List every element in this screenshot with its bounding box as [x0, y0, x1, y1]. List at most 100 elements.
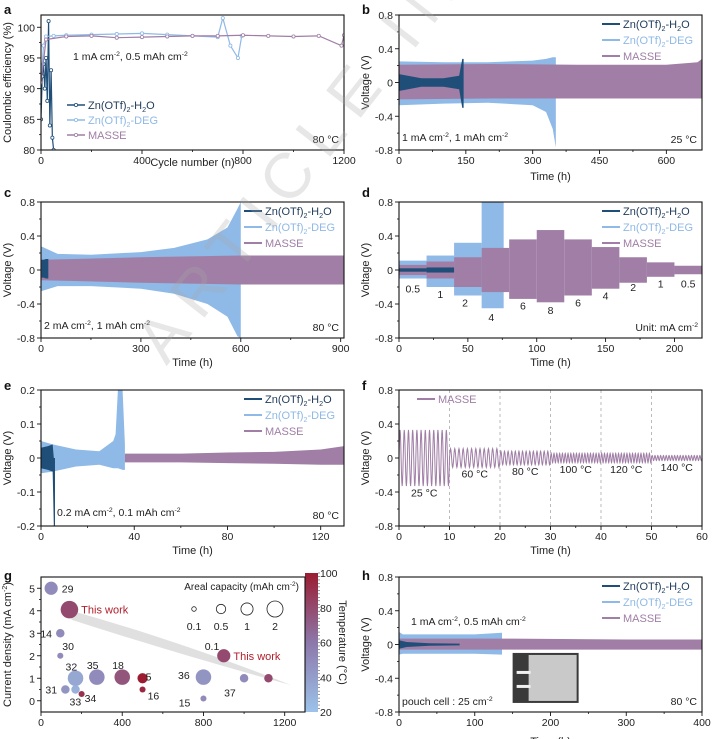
legend-label: Zn(OTf)2​-DEG	[88, 115, 158, 129]
legend-label: MASSE	[438, 394, 477, 406]
x-tick-label: 0	[38, 155, 44, 167]
size-legend-label: 1	[244, 621, 250, 633]
legend-label: MASSE	[88, 130, 127, 142]
panel-b: b 0 150 300 450 600 -0.8 -0.4 0 0.4 0.8 Time (h) Vol…	[360, 2, 703, 183]
x-tick-label: 50	[462, 343, 474, 355]
colorbar-tick-label: 100	[320, 568, 338, 580]
y-tick-label: -0.8	[375, 521, 393, 533]
y-axis-label: Voltage (V)	[360, 617, 372, 671]
y-axis-label: Voltage (V)	[2, 243, 14, 297]
data-point	[240, 33, 245, 38]
y-tick-label: -0.8	[17, 333, 35, 345]
y-tick-label: -0.4	[375, 673, 393, 685]
x-tick-label: 0	[396, 717, 402, 729]
y-axis-label: Voltage (V)	[360, 243, 372, 297]
data-point	[235, 55, 240, 60]
y-tick-label: 5	[29, 583, 35, 595]
x-axis-label: Time (h)	[172, 545, 213, 557]
current-step-label: 2	[462, 297, 468, 309]
series-band-Zn(OTf)2-H2O	[399, 640, 460, 649]
size-legend-marker	[240, 602, 254, 616]
step-block-MASSE	[536, 230, 565, 303]
data-point	[264, 674, 273, 683]
y-axis-label: Voltage (V)	[2, 431, 14, 485]
legend-label: Zn(OTf)2​-H2O	[88, 100, 155, 114]
colorbar-tick-label: 60	[320, 638, 332, 650]
legend-label: Zn(OTf)2​-DEG	[265, 410, 335, 424]
segment-wave	[399, 429, 450, 487]
y-tick-label: -0.8	[375, 333, 393, 345]
x-tick-label: 400	[113, 717, 131, 729]
step-block-MASSE	[564, 239, 592, 296]
segment-wave	[499, 449, 551, 467]
y-axis-label: Coulombic efficiency (%)	[2, 22, 14, 143]
y-tick-label: 80	[23, 145, 35, 157]
y-tick-label: 0	[387, 78, 393, 90]
plot-area	[41, 15, 344, 150]
data-point	[339, 43, 344, 48]
series-band-Zn(OTf)2-H2O	[399, 58, 464, 108]
plot-area	[399, 631, 702, 655]
y-tick-label: -0.1	[17, 487, 35, 499]
data-point	[114, 35, 119, 40]
series-band-Zn(OTf)2-H2O	[41, 258, 49, 279]
size-legend-marker	[266, 600, 284, 618]
legend-label: Zn(OTf)2​-H2O	[623, 19, 690, 33]
legend-label: Zn(OTf)2​-H2O	[265, 394, 332, 408]
legend-label: Zn(OTf)2​-DEG	[623, 222, 693, 236]
temperature-label: 100 °C	[560, 464, 593, 476]
x-tick-label: 600	[232, 343, 250, 355]
y-axis-label: Voltage (V)	[360, 431, 372, 485]
data-point	[114, 32, 119, 37]
reference-label: 30	[62, 641, 74, 653]
annotation-text: pouch cell : 25 cm-2​	[402, 696, 493, 708]
reference-label: 31	[45, 685, 57, 697]
x-tick-label: 20	[494, 531, 506, 543]
panel-h: h 0 100 200 300 400 -0.8 -0.4 0 0.4 0.8 Time (h) Vol…	[360, 568, 711, 739]
this-work-label: This work	[81, 605, 129, 617]
x-tick-label: 100	[528, 343, 546, 355]
data-point	[137, 673, 148, 684]
panel-c: c 0 300 600 900 -0.8 -0.4 0 0.4 0.8 Time (h) Voltag…	[2, 185, 350, 369]
legend-label: MASSE	[265, 238, 304, 250]
x-axis-label: Time (h)	[530, 357, 571, 369]
reference-label: 32	[66, 661, 78, 673]
step-block-Zn(OTf)2-H2O	[426, 267, 455, 273]
annotation-text: 25 °C	[671, 134, 698, 146]
segment-wave	[550, 451, 602, 465]
legend-marker	[74, 132, 79, 137]
y-tick-label: 95	[23, 53, 35, 65]
y-tick-label: 0.8	[378, 572, 393, 584]
annotation-text: 80 °C	[671, 696, 698, 708]
x-tick-label: 40	[595, 531, 607, 543]
annotation-text: 80 °C	[313, 134, 340, 146]
panel-letter: f	[362, 378, 367, 393]
colorbar-title: Temperature (°C)	[336, 600, 348, 684]
annotation-text: 1 mA cm-2​, 1 mAh cm-2​	[402, 132, 508, 144]
data-point	[89, 33, 94, 38]
current-step-label: 6	[575, 297, 581, 309]
data-point	[61, 685, 70, 694]
temperature-label: 60 °C	[462, 469, 489, 481]
step-block-MASSE	[674, 265, 702, 275]
series-band-MASSE	[41, 255, 344, 285]
x-tick-label: 80	[222, 531, 234, 543]
segment-wave	[449, 446, 501, 470]
y-tick-label: 0.4	[378, 44, 393, 56]
data-point	[165, 34, 170, 39]
data-point	[239, 674, 249, 683]
step-block-MASSE	[509, 239, 537, 299]
y-tick-label: 0	[29, 453, 35, 465]
colorbar-tick-label: 80	[320, 603, 332, 615]
data-point	[217, 649, 231, 663]
y-tick-label: 0.8	[378, 197, 393, 209]
panel-letter: a	[4, 2, 12, 17]
annotation-text: 1 mA cm-2​, 0.5 mAh cm-2​	[73, 51, 188, 63]
inset-pouch-cell	[528, 654, 577, 701]
x-tick-label: 450	[591, 155, 609, 167]
y-tick-label: 0.8	[378, 10, 393, 22]
annotation-text: 80 °C	[313, 322, 340, 334]
data-point	[266, 33, 271, 38]
plot-area	[399, 390, 702, 526]
